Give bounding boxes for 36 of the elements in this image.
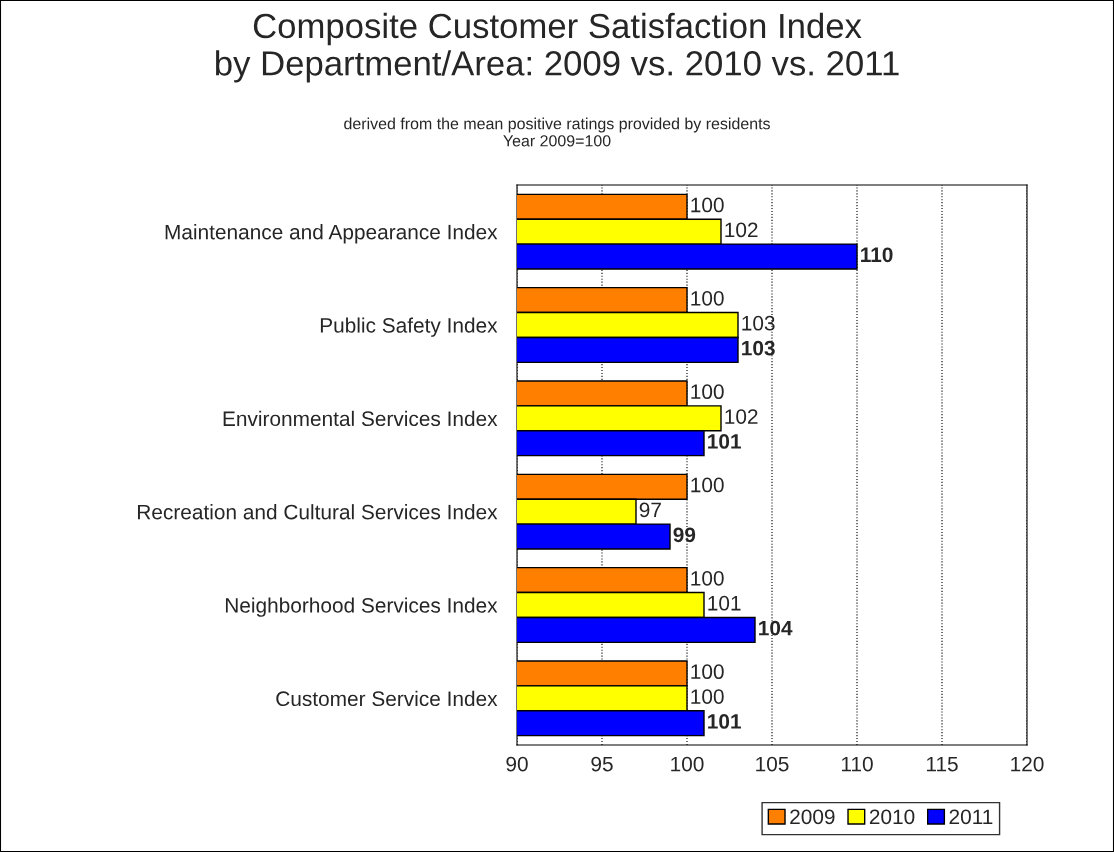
x-tick-label: 100 (671, 756, 704, 772)
data-label: 97 (639, 502, 661, 518)
x-tick-label: 110 (841, 756, 873, 772)
data-label: 110 (861, 247, 893, 263)
y-tick-label: Neighborhood Services Index (225, 597, 498, 617)
x-tick-label: 105 (756, 756, 789, 772)
data-label: 102 (725, 409, 758, 424)
data-label: 102 (725, 222, 758, 238)
data-label: 100 (691, 384, 724, 400)
data-label: 103 (742, 340, 775, 356)
y-tick-label: Customer Service Index (276, 690, 498, 707)
data-label: 104 (759, 620, 793, 636)
data-label: 101 (708, 434, 741, 449)
data-label: 100 (691, 477, 724, 493)
y-tick-label: Maintenance and Appearance Index (165, 224, 498, 244)
data-label: 101 (708, 595, 741, 611)
chart-subtitle: derived from the mean positive ratings provided by residents Year 2009=100 (344, 117, 770, 147)
data-label: 100 (691, 570, 724, 586)
x-tick-label: 95 (591, 756, 613, 772)
chart-title: Composite Customer Satisfaction Index by Department/Area: 2009 vs. 2010 vs. 2011 (216, 12, 899, 83)
legend-label: 2009 (790, 809, 835, 825)
data-label: 99 (673, 527, 696, 543)
legend-label: 2010 (869, 809, 915, 825)
y-tick-label: Recreation and Cultural Services Index (137, 504, 498, 520)
data-label: 100 (691, 290, 724, 306)
x-tick-label: 90 (506, 756, 528, 772)
data-label: 100 (691, 664, 724, 680)
data-label: 100 (691, 197, 724, 213)
data-label: 103 (742, 315, 775, 331)
y-tick-label: Public Safety Index (320, 317, 498, 337)
data-label: 100 (691, 689, 724, 704)
legend-label: 2011 (949, 809, 993, 825)
y-tick-label: Environmental Services Index (223, 410, 498, 427)
x-tick-label: 120 (1011, 756, 1044, 772)
x-tick-label: 115 (926, 756, 958, 772)
data-label: 101 (708, 714, 741, 729)
